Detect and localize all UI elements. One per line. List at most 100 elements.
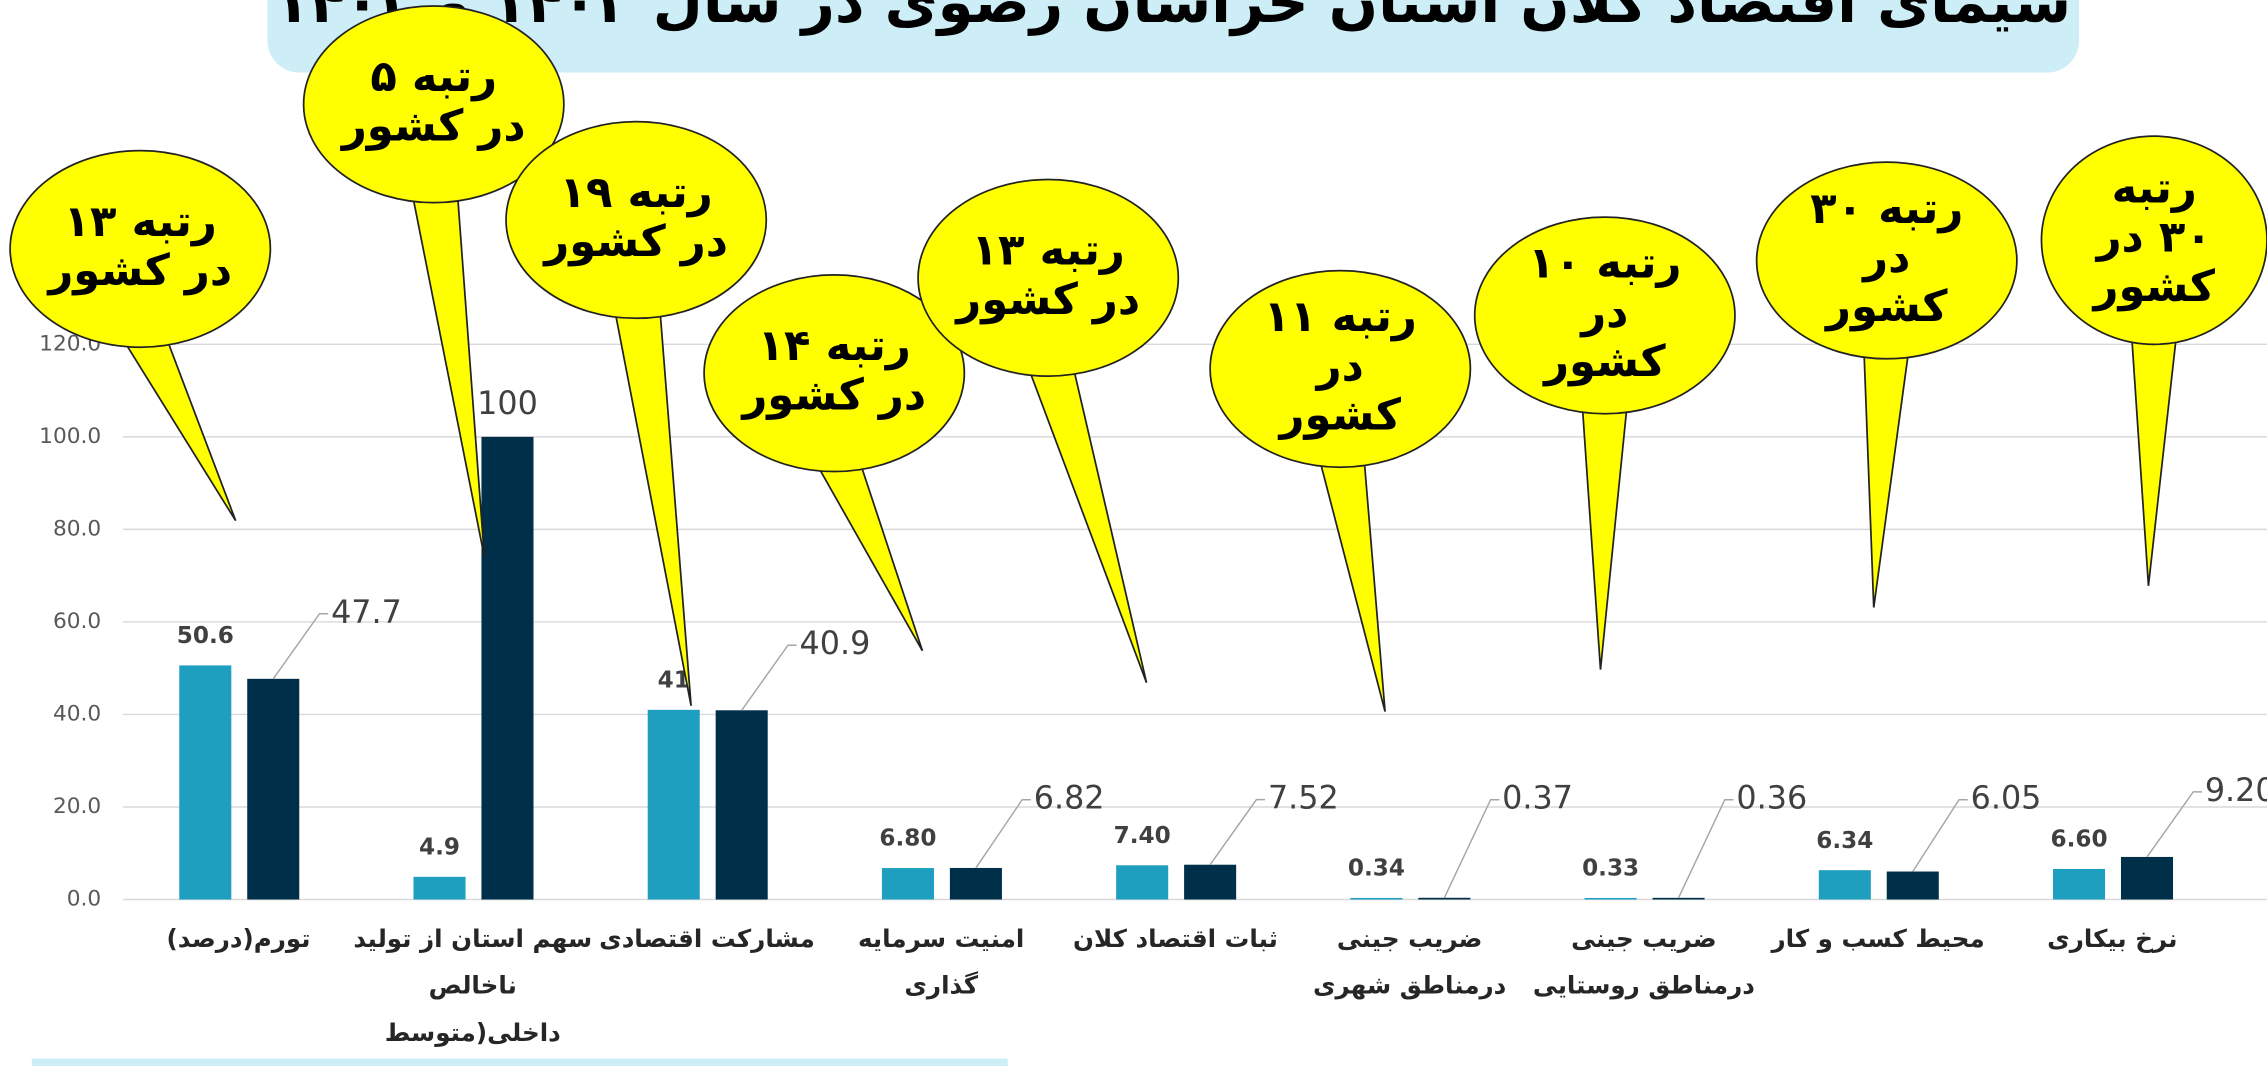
- bar: [247, 678, 300, 900]
- callout-bubble: [302, 5, 565, 204]
- bar: [1818, 870, 1871, 900]
- x-tick-label: تورم(درصد): [166, 925, 311, 955]
- x-tick-label-box: محیط کسب و کار: [1771, 925, 1985, 955]
- callout-bubble: [703, 274, 966, 473]
- callout-text: رتبه ۱۱: [1264, 292, 1417, 342]
- data-label: 47.7: [331, 594, 402, 631]
- bar: [1350, 897, 1403, 900]
- data-label: 6.80: [879, 826, 936, 852]
- callout-bubble: [2040, 135, 2267, 346]
- callout-text: در: [1861, 233, 1910, 283]
- y-tick-label: 20.0: [53, 794, 101, 819]
- bar: [2120, 856, 2174, 900]
- chart-title: سیمای اقتصاد کلان استان خراسان رضوی در س…: [274, 0, 2071, 37]
- callout-tail: [115, 328, 237, 522]
- callout-tail: [1023, 357, 1148, 683]
- y-tick-label: 60.0: [53, 609, 101, 634]
- data-label: 6.34: [1816, 828, 1873, 854]
- callout-bubble: [1209, 269, 1472, 469]
- callout-text: رتبه ۱۴: [758, 321, 911, 371]
- x-tick-label: نرخ بیکاری: [2047, 925, 2178, 955]
- callout-text: در کشور: [46, 246, 232, 296]
- bar: [1652, 897, 1705, 900]
- data-label: 7.40: [1114, 823, 1171, 849]
- x-tick-label-box: ضریب جینی درمناطق شهری: [1312, 925, 1507, 1002]
- x-tick-label: ضریب جینی درمناطق روستایی: [1532, 925, 1755, 1002]
- x-tick-label: ضریب جینی درمناطق شهری: [1312, 925, 1507, 1002]
- callout-bubble: [9, 149, 272, 349]
- callout-tail: [409, 184, 486, 558]
- x-tick-label: محیط کسب و کار: [1771, 925, 1985, 955]
- data-label: 100: [477, 385, 538, 422]
- leader-line: [1443, 799, 1500, 899]
- bar: [647, 709, 700, 900]
- bar: [2053, 868, 2106, 900]
- y-tick-label: 100.0: [39, 424, 101, 449]
- callout-text: رتبه ۱۳: [64, 197, 217, 247]
- callout-text: در: [1579, 288, 1628, 338]
- bar: [1418, 897, 1471, 900]
- bar: [1584, 897, 1637, 900]
- callout-text: در کشور: [542, 217, 728, 267]
- callout-text: کشور: [1278, 391, 1402, 441]
- data-label: 6.60: [2051, 827, 2108, 853]
- callout-text: رتبه ۵: [370, 52, 497, 102]
- x-tick-label: ثبات اقتصاد کلان: [1073, 925, 1278, 955]
- title-box: [267, 0, 2080, 73]
- callout-text: کشور: [1824, 282, 1948, 332]
- callout-tail: [611, 300, 692, 706]
- x-tick-label: مشارکت اقتصادی: [599, 925, 815, 955]
- leader-line: [975, 799, 1031, 869]
- callout-text: در کشور: [740, 370, 926, 420]
- data-label: 6.82: [1034, 780, 1105, 817]
- callout-text: در کشور: [954, 275, 1140, 325]
- leader-line: [1912, 799, 1968, 872]
- x-tick-label-box: مشارکت اقتصادی: [599, 925, 815, 955]
- x-tick-label-box: سهم استان از تولید ناخالص داخلی(متوسط: [353, 925, 593, 1048]
- callout-text: رتبه: [2112, 164, 2197, 214]
- bar: [481, 436, 534, 900]
- data-label: 9.20: [2205, 772, 2267, 809]
- bar: [949, 867, 1002, 900]
- callout-text: رتبه ۱۹: [560, 168, 713, 218]
- callout-text: رتبه ۱۳: [972, 226, 1125, 276]
- callout-tail: [1315, 448, 1386, 712]
- leader-line: [1677, 799, 1734, 899]
- callout-bubble: [505, 120, 768, 320]
- x-tick-label: امنیت سرمایه گذاری: [858, 925, 1025, 1002]
- x-tick-label: سهم استان از تولید ناخالص داخلی(متوسط: [353, 925, 593, 1048]
- data-label: 0.33: [1582, 856, 1639, 882]
- y-tick-label: 80.0: [53, 516, 101, 541]
- x-tick-label-box: نرخ بیکاری: [2047, 925, 2178, 955]
- callout-tail: [1862, 340, 1911, 608]
- bar: [179, 665, 232, 900]
- data-label: 6.05: [1971, 780, 2042, 817]
- x-tick-label-box: تورم(درصد): [166, 925, 311, 955]
- x-tick-label-box: ثبات اقتصاد کلان: [1073, 925, 1278, 955]
- callout-tail: [2130, 326, 2179, 586]
- leader-line: [741, 644, 797, 711]
- callout-text: در: [1315, 341, 1364, 391]
- callout-text: در کشور: [340, 101, 526, 151]
- bar: [881, 868, 934, 900]
- note-box: [31, 1058, 1008, 1066]
- callout-text: کشور: [1542, 337, 1666, 387]
- data-label: 0.36: [1736, 780, 1807, 817]
- data-label: 50.6: [177, 623, 234, 649]
- bar: [413, 876, 466, 900]
- bar: [715, 710, 768, 900]
- x-tick-label-box: ضریب جینی درمناطق روستایی: [1532, 925, 1755, 1002]
- data-label: 0.37: [1502, 780, 1573, 817]
- data-label: 4.9: [419, 834, 460, 860]
- callout-text: رتبه ۳۰: [1810, 184, 1963, 234]
- callout-text: رتبه ۱۰: [1528, 239, 1681, 289]
- callout-text: کشور: [2091, 262, 2215, 312]
- callout-tail: [1580, 395, 1629, 670]
- data-label: 7.52: [1268, 780, 1339, 817]
- bar: [1184, 864, 1237, 900]
- x-tick-label-box: امنیت سرمایه گذاری: [858, 925, 1025, 1002]
- bar: [1116, 865, 1169, 900]
- leader-line: [2146, 791, 2202, 858]
